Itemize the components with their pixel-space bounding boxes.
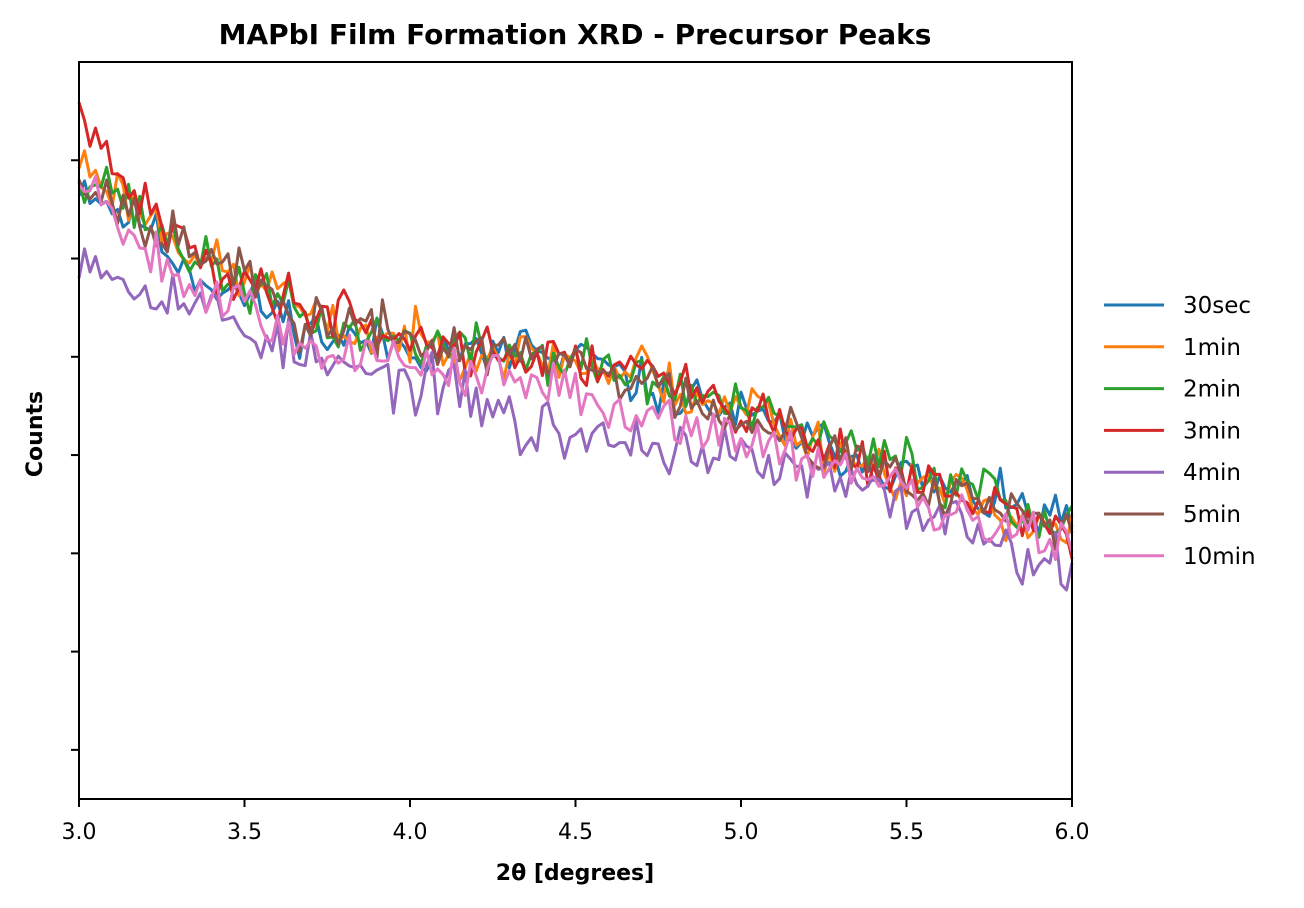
- legend-label: 1min: [1183, 335, 1241, 361]
- x-axis-label: 2θ [degrees]: [496, 861, 654, 886]
- x-tick-label: 3.5: [227, 820, 262, 845]
- legend-label: 2min: [1183, 377, 1241, 403]
- x-axis: 3.0 3.5 4.0 4.5 5.0 5.5 6.0: [62, 799, 1090, 845]
- series-line-5min: [77, 178, 1074, 551]
- plot-area: [77, 102, 1074, 592]
- legend-label: 30sec: [1183, 293, 1251, 319]
- legend-label: 3min: [1183, 418, 1241, 444]
- legend-label: 4min: [1183, 460, 1241, 486]
- x-tick-label: 3.0: [62, 820, 97, 845]
- legend-label: 5min: [1183, 502, 1241, 528]
- x-tick-label: 4.0: [393, 820, 428, 845]
- plot-frame: [78, 61, 1073, 800]
- x-tick-label: 5.5: [889, 820, 924, 845]
- x-tick-label: 5.0: [724, 820, 759, 845]
- series-line-3min: [77, 102, 1074, 560]
- series-line-10min: [77, 175, 1074, 561]
- legend-label: 10min: [1183, 544, 1256, 570]
- series-line-4min: [77, 247, 1074, 592]
- series-line-30sec: [77, 179, 1074, 536]
- y-axis-label: Counts: [23, 391, 48, 477]
- legend: 30sec 1min 2min 3min 4min 5min 10min: [1104, 293, 1256, 570]
- chart-title: MAPbI Film Formation XRD - Precursor Pea…: [219, 18, 932, 51]
- x-tick-label: 4.5: [558, 820, 593, 845]
- y-axis: [71, 159, 79, 751]
- series-line-1min: [77, 149, 1074, 545]
- x-tick-label: 6.0: [1055, 820, 1090, 845]
